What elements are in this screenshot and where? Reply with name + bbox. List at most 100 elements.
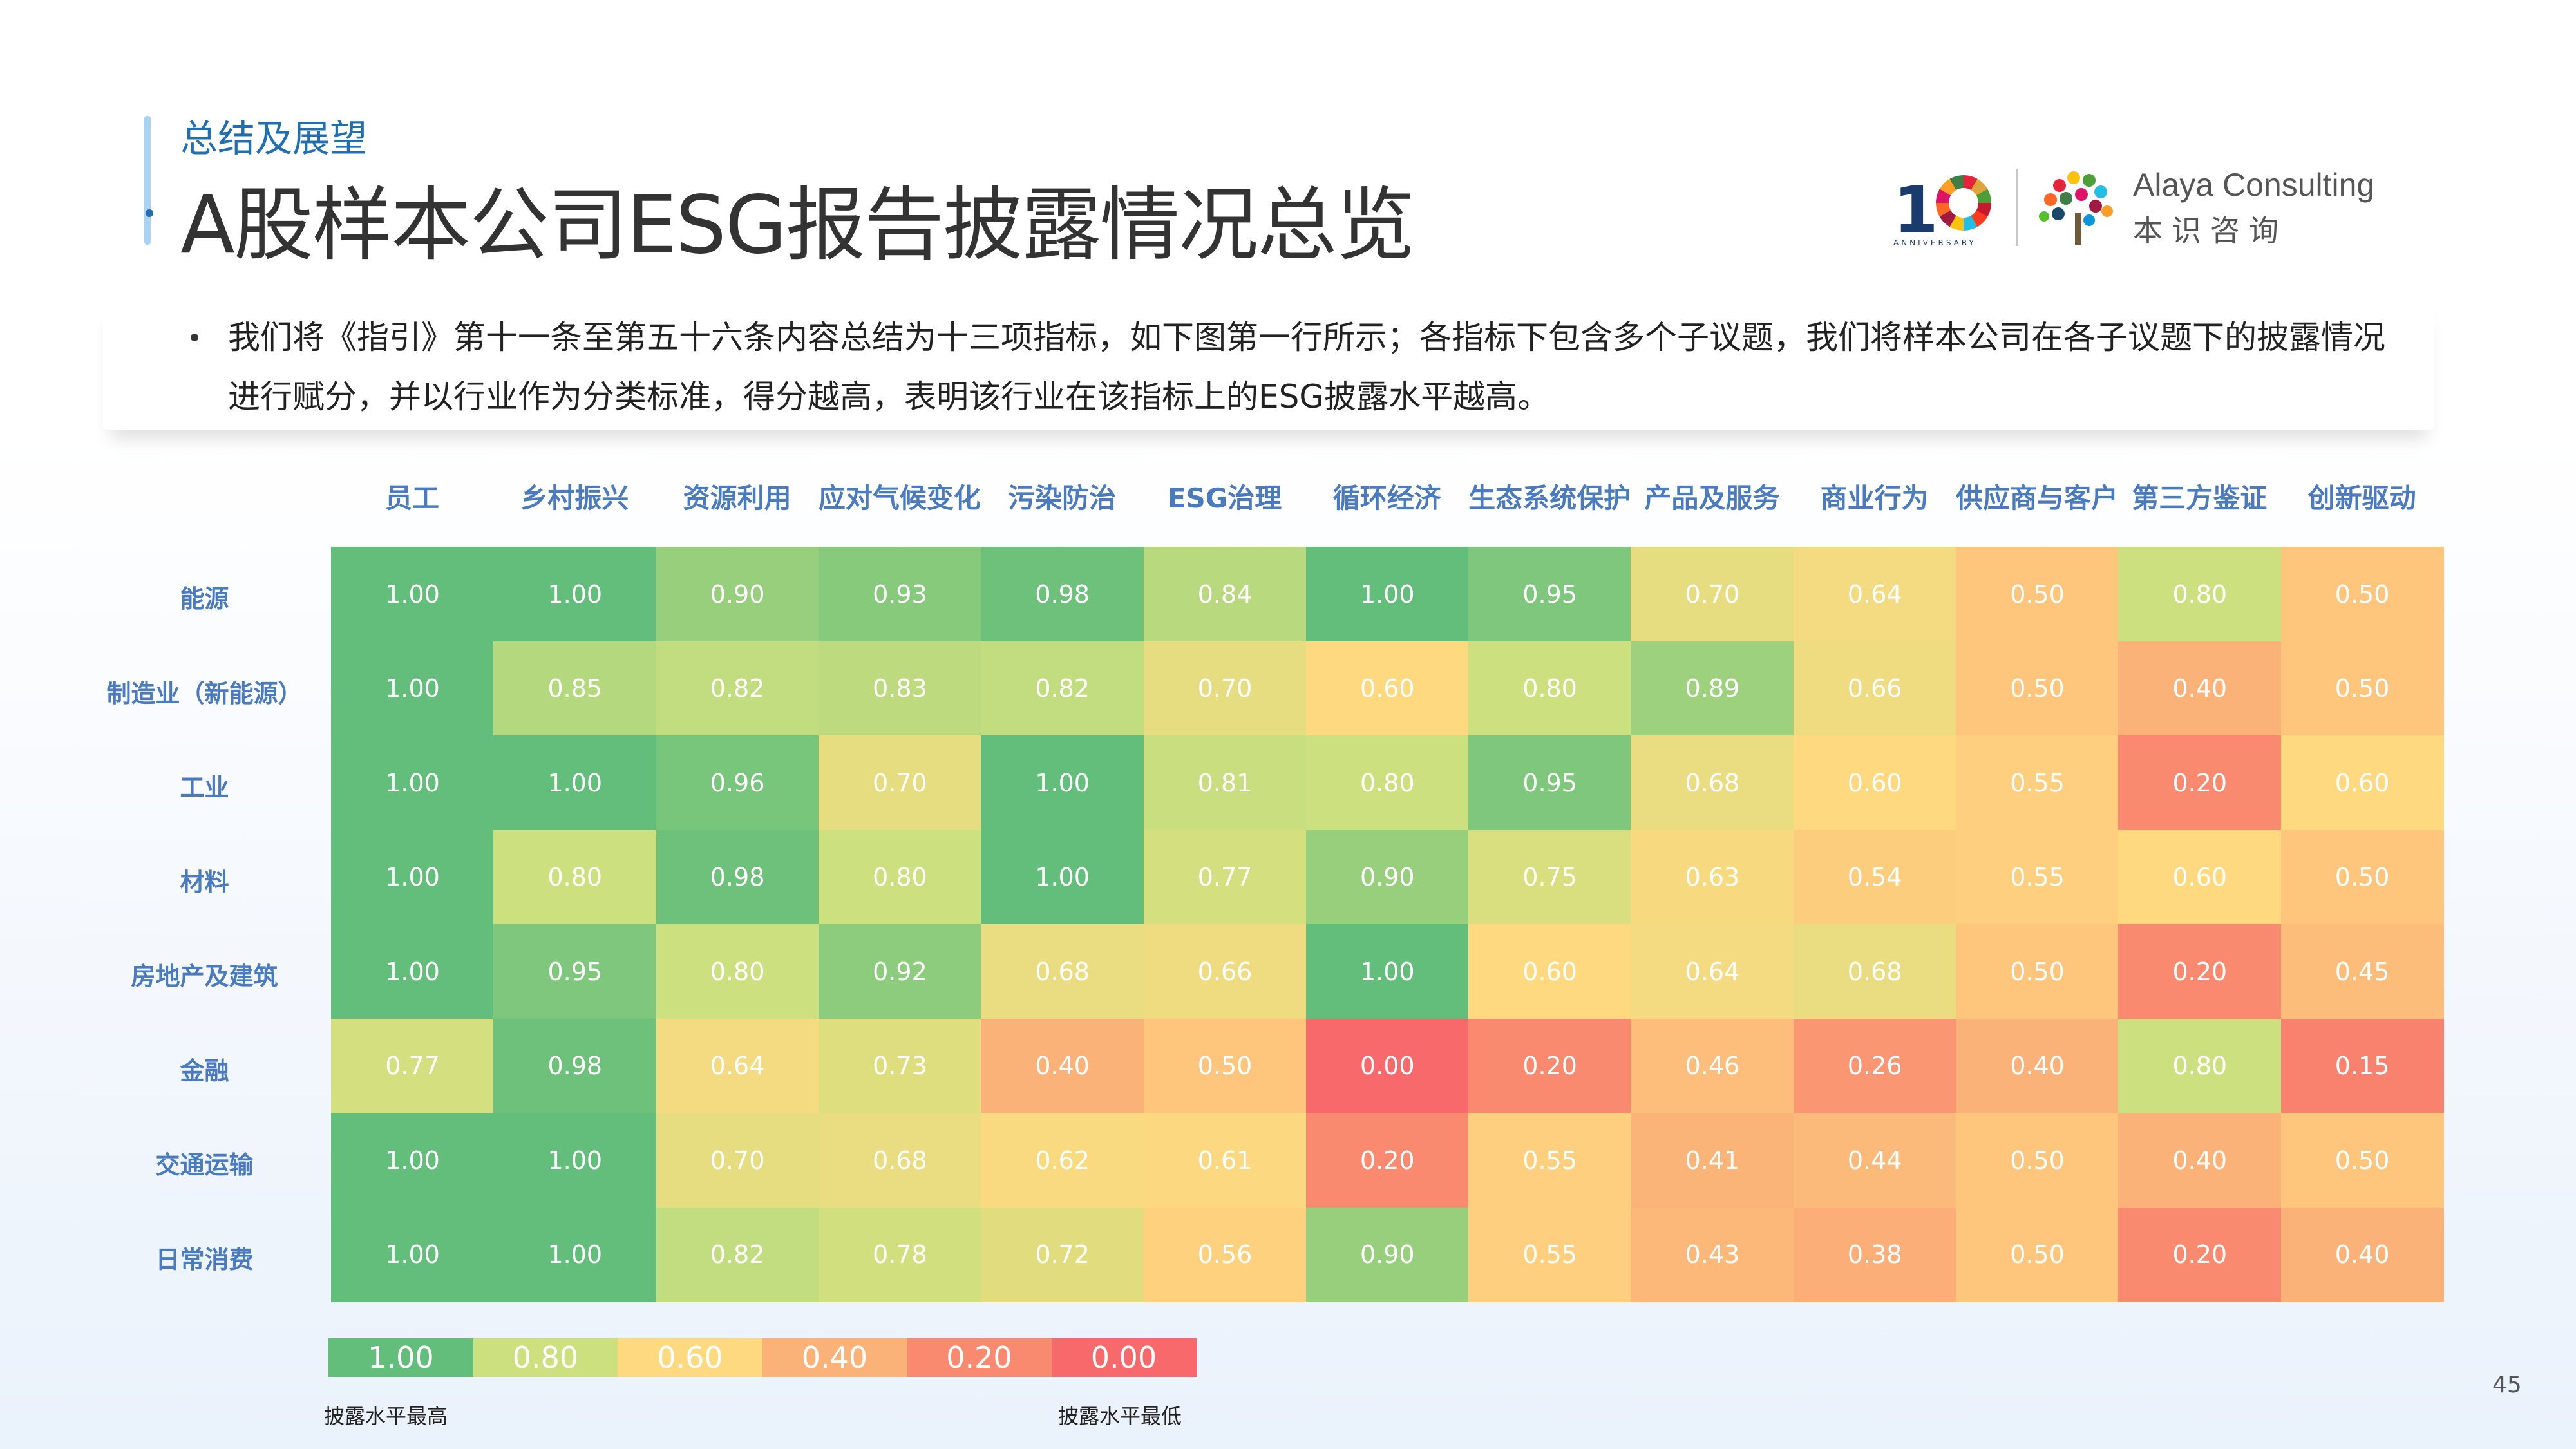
company-logo: 1 ANNIVERSARY Alaya Consulting 本识咨询: [1893, 166, 2396, 256]
row-label: 工业: [180, 773, 229, 802]
heatmap-cell: 0.75: [1468, 829, 1632, 925]
heatmap-cell: 1.00: [1305, 924, 1469, 1019]
heatmap-cell: 0.92: [818, 924, 981, 1019]
column-header: 供应商与客户: [1956, 482, 2119, 514]
legend-low-label: 披露水平最低: [1058, 1404, 1182, 1428]
heatmap-cell: 0.20: [1468, 1018, 1632, 1113]
heatmap-cell: 0.98: [656, 829, 819, 925]
heatmap-cell: 0.20: [1305, 1113, 1469, 1208]
heatmap-cell: 0.43: [1631, 1207, 1794, 1302]
title-accent-dot: [146, 209, 153, 217]
heatmap-cell: 0.70: [818, 735, 981, 830]
heatmap-cell: 0.50: [1956, 641, 2119, 736]
heatmap-cell: 0.80: [2118, 547, 2282, 641]
row-label: 房地产及建筑: [131, 962, 278, 990]
heatmap-cell: 0.40: [981, 1018, 1144, 1113]
heatmap-cell: 0.54: [1793, 829, 1956, 925]
heatmap-cell: 0.68: [981, 924, 1144, 1019]
column-header: 应对气候变化: [818, 482, 981, 514]
heatmap-cell: 0.90: [656, 547, 819, 641]
heatmap-cell: 0.44: [1793, 1113, 1956, 1208]
heatmap-cell: 0.41: [1631, 1113, 1794, 1208]
heatmap-cell: 0.55: [1956, 829, 2119, 925]
heatmap-cell: 0.72: [981, 1207, 1144, 1302]
section-title: 总结及展望: [180, 117, 368, 160]
heatmap-cell: 0.40: [2280, 1207, 2444, 1302]
heatmap-cell: 0.60: [1305, 641, 1469, 736]
heatmap-cell: 0.20: [2118, 1207, 2282, 1302]
heatmap-cell: 0.61: [1143, 1113, 1307, 1208]
heatmap-cell: 0.68: [1793, 924, 1956, 1019]
heatmap-cell: 0.26: [1793, 1018, 1956, 1113]
heatmap-cell: 0.15: [2280, 1018, 2444, 1113]
heatmap-cell: 0.40: [2118, 1113, 2282, 1208]
heatmap-cell: 1.00: [981, 735, 1144, 830]
heatmap-cell: 0.60: [1468, 924, 1632, 1019]
heatmap-cell: 0.68: [1631, 735, 1794, 830]
row-label: 金融: [180, 1056, 229, 1085]
heatmap-cell: 0.70: [656, 1113, 819, 1208]
legend-swatch: 0.80: [473, 1338, 618, 1377]
heatmap-cell: 0.90: [1305, 1207, 1469, 1302]
row-label: 能源: [180, 585, 229, 613]
heatmap-cell: 0.55: [1468, 1113, 1632, 1208]
heatmap-cell: 0.20: [2118, 735, 2282, 830]
heatmap-cell: 0.93: [818, 547, 981, 641]
heatmap-cell: 1.00: [493, 547, 657, 641]
tree-logo-icon: [2039, 171, 2113, 245]
heatmap-cell: 0.82: [656, 1207, 819, 1302]
sdg-color-wheel-icon: [1936, 175, 1991, 231]
heatmap-cell: 0.80: [1305, 735, 1469, 830]
heatmap-cell: 0.89: [1631, 641, 1794, 736]
intro-text: 我们将《指引》第十一条至第五十六条内容总结为十三项指标，如下图第一行所示；各指标…: [228, 319, 2385, 415]
heatmap-cell: 0.80: [818, 829, 981, 925]
legend-high-label: 披露水平最高: [324, 1404, 448, 1428]
heatmap-cell: 0.50: [2280, 641, 2444, 736]
column-header: 资源利用: [683, 482, 791, 514]
heatmap-cell: 0.40: [1956, 1018, 2119, 1113]
heatmap-cell: 0.73: [818, 1018, 981, 1113]
heatmap-cell: 0.50: [1956, 1207, 2119, 1302]
heatmap-cell: 0.60: [2280, 735, 2444, 830]
anniversary-number: 1: [1893, 173, 1938, 248]
heatmap-cell: 0.95: [1468, 735, 1632, 830]
heatmap-cell: 1.00: [331, 924, 494, 1019]
heatmap-cell: 0.66: [1143, 924, 1307, 1019]
heatmap-cell: 0.77: [331, 1018, 494, 1113]
heatmap-cell: 0.50: [1956, 924, 2119, 1019]
heatmap-cell: 0.50: [2280, 1113, 2444, 1208]
heatmap-cell: 0.77: [1143, 829, 1307, 925]
heatmap-cell: 0.80: [1468, 641, 1632, 736]
heatmap-cell: 0.60: [1793, 735, 1956, 830]
heatmap-cell: 0.20: [2118, 924, 2282, 1019]
page-title: A股样本公司ESG报告披露情况总览: [180, 179, 1416, 272]
heatmap-cell: 0.70: [1143, 641, 1307, 736]
heatmap-cell: 0.50: [1143, 1018, 1307, 1113]
heatmap-cell: 1.00: [331, 1207, 494, 1302]
heatmap-cell: 0.64: [656, 1018, 819, 1113]
heatmap-cell: 1.00: [493, 1113, 657, 1208]
heatmap-cell: 0.50: [2280, 829, 2444, 925]
heatmap-cell: 0.50: [1956, 1113, 2119, 1208]
heatmap-cell: 0.38: [1793, 1207, 1956, 1302]
row-label: 制造业（新能源）: [106, 679, 303, 708]
heatmap-cell: 1.00: [331, 547, 494, 641]
heatmap-cell: 0.83: [818, 641, 981, 736]
heatmap-cell: 0.66: [1793, 641, 1956, 736]
heatmap-cell: 0.50: [2280, 547, 2444, 641]
column-header: 创新驱动: [2307, 482, 2416, 514]
heatmap-cell: 0.78: [818, 1207, 981, 1302]
heatmap-cell: 0.70: [1631, 547, 1794, 641]
legend-swatch: 0.00: [1051, 1338, 1197, 1377]
column-header: ESG治理: [1167, 482, 1282, 514]
heatmap-cell: 0.80: [656, 924, 819, 1019]
heatmap-cell: 0.95: [493, 924, 657, 1019]
heatmap-cell: 0.45: [2280, 924, 2444, 1019]
heatmap-cell: 0.62: [981, 1113, 1144, 1208]
heatmap-cell: 0.85: [493, 641, 657, 736]
column-header: 生态系统保护: [1468, 482, 1631, 514]
legend-swatch: 0.60: [618, 1338, 762, 1377]
heatmap-cell: 1.00: [331, 641, 494, 736]
heatmap-cell: 0.60: [2118, 829, 2282, 925]
heatmap-cell: 0.90: [1305, 829, 1469, 925]
